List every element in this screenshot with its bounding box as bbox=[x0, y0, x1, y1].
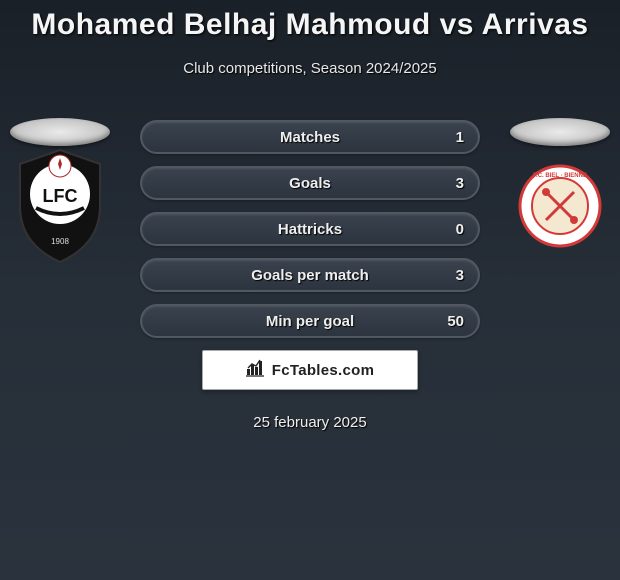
stat-label: Hattricks bbox=[142, 221, 478, 238]
svg-text:LFC: LFC bbox=[43, 186, 78, 206]
svg-text:F.C. BIEL · BIENNE: F.C. BIEL · BIENNE bbox=[533, 173, 587, 179]
stat-right-value: 3 bbox=[456, 175, 464, 192]
stat-right-value: 50 bbox=[447, 313, 464, 330]
stat-label: Goals bbox=[142, 175, 478, 192]
stat-right-value: 1 bbox=[456, 129, 464, 146]
stat-row-hattricks: Hattricks 0 bbox=[140, 212, 480, 246]
shield-icon: LFC 1908 bbox=[12, 148, 108, 264]
stat-row-matches: Matches 1 bbox=[140, 120, 480, 154]
page-title: Mohamed Belhaj Mahmoud vs Arrivas bbox=[0, 0, 620, 42]
player-right-column: F.C. BIEL · BIENNE bbox=[510, 118, 610, 278]
stat-label: Matches bbox=[142, 129, 478, 146]
stat-right-value: 3 bbox=[456, 267, 464, 284]
stat-row-goals-per-match: Goals per match 3 bbox=[140, 258, 480, 292]
player-left-column: LFC 1908 bbox=[10, 118, 110, 278]
stat-label: Min per goal bbox=[142, 313, 478, 330]
page-subtitle: Club competitions, Season 2024/2025 bbox=[0, 60, 620, 77]
footer-date: 25 february 2025 bbox=[140, 414, 480, 431]
spotlight-ellipse-left bbox=[10, 118, 110, 146]
crest-icon: F.C. BIEL · BIENNE bbox=[518, 164, 602, 248]
club-logo-left: LFC 1908 bbox=[12, 158, 108, 254]
stats-container: Matches 1 Goals 3 Hattricks 0 Goals per … bbox=[140, 120, 480, 431]
stat-row-goals: Goals 3 bbox=[140, 166, 480, 200]
bar-chart-icon bbox=[246, 359, 266, 382]
attribution-badge[interactable]: FcTables.com bbox=[202, 350, 418, 390]
spotlight-ellipse-right bbox=[510, 118, 610, 146]
svg-text:1908: 1908 bbox=[51, 237, 69, 246]
stat-right-value: 0 bbox=[456, 221, 464, 238]
stat-label: Goals per match bbox=[142, 267, 478, 284]
club-logo-right: F.C. BIEL · BIENNE bbox=[512, 158, 608, 254]
attribution-text: FcTables.com bbox=[272, 362, 375, 379]
stat-row-min-per-goal: Min per goal 50 bbox=[140, 304, 480, 338]
